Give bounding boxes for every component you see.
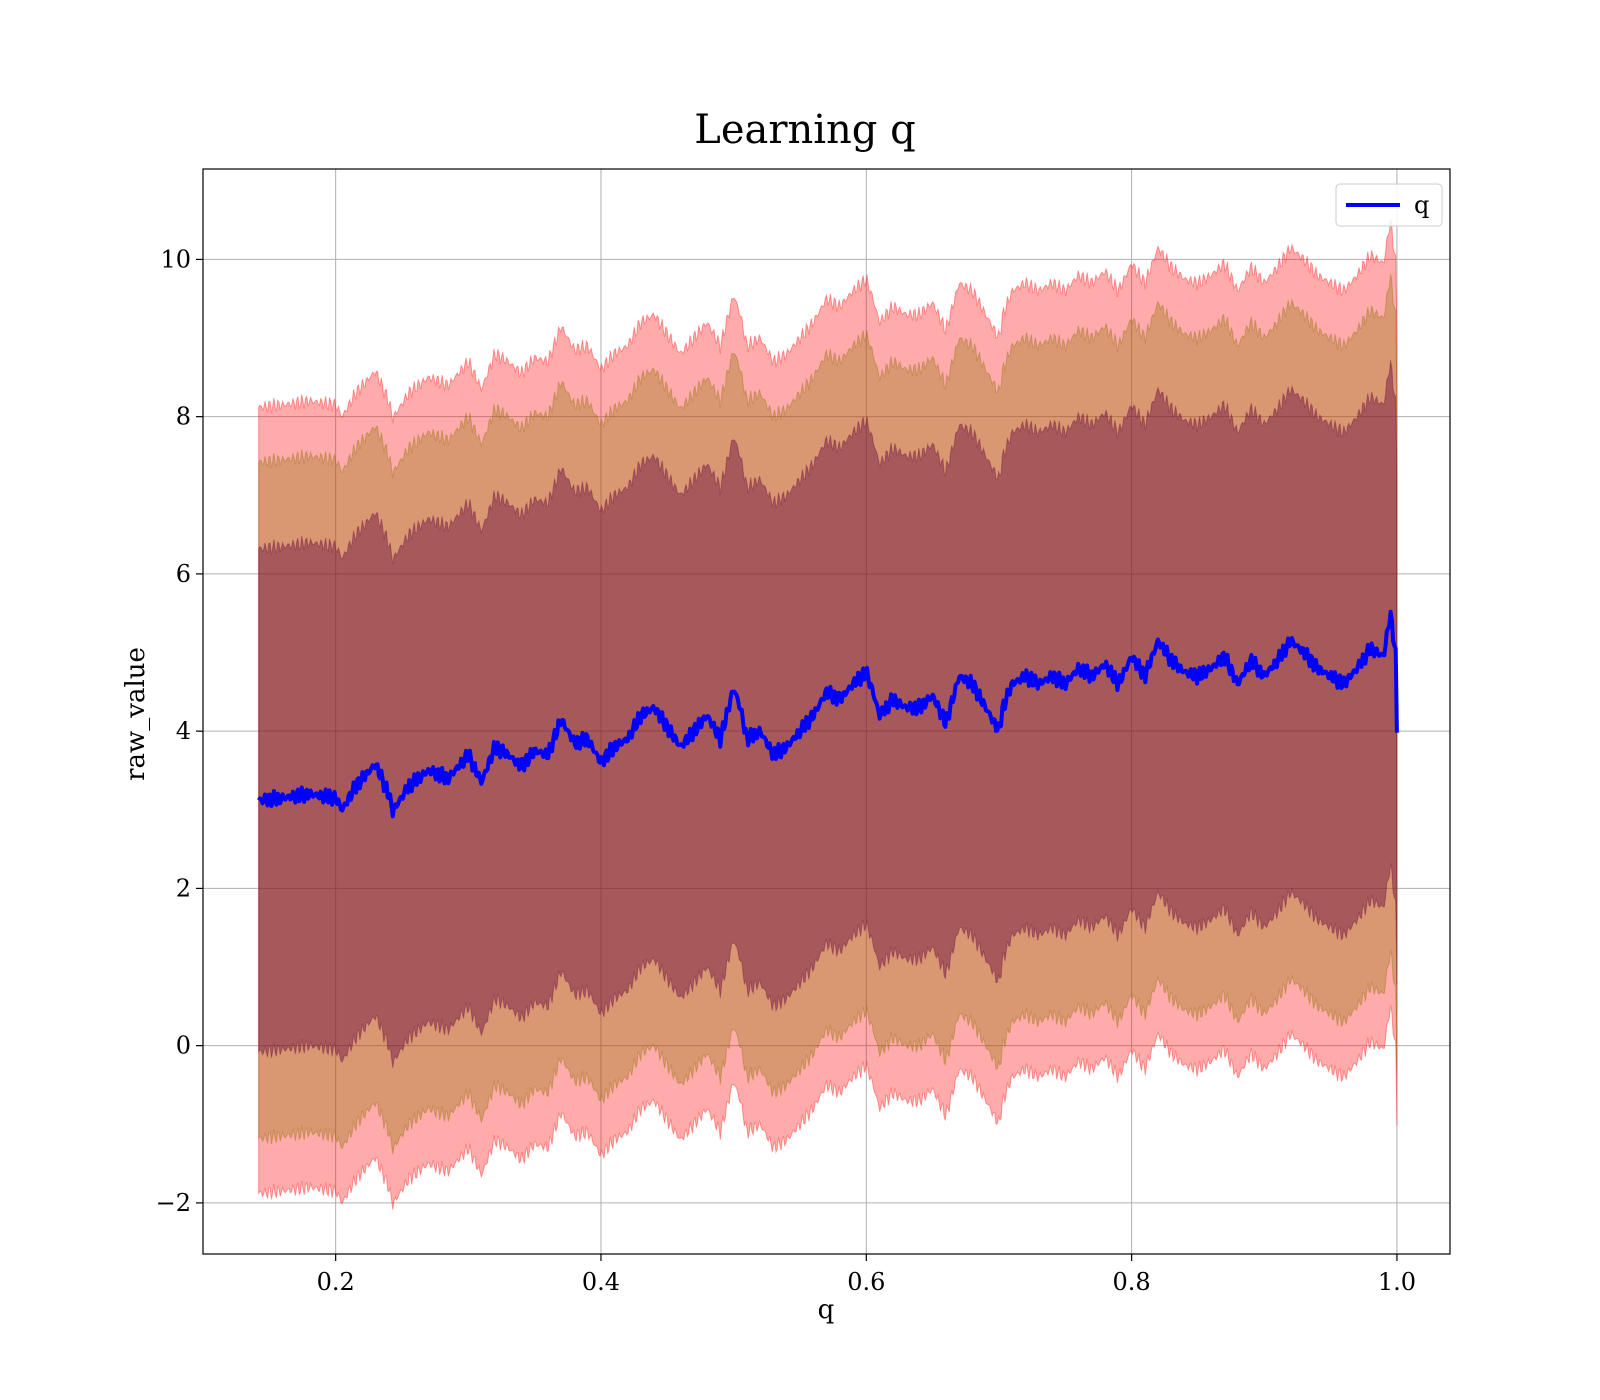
y-tick-label: 0	[176, 1032, 191, 1060]
x-tick-label: 0.8	[1113, 1268, 1151, 1296]
legend-label-q: q	[1414, 191, 1429, 219]
y-tick-label: 10	[160, 245, 191, 273]
x-tick-label: 0.4	[582, 1268, 620, 1296]
confidence-band-2	[258, 273, 1398, 1155]
confidence-band-1	[258, 218, 1398, 1210]
y-tick-label: 4	[176, 717, 191, 745]
y-tick-label: 2	[176, 874, 191, 902]
x-tick-label: 0.2	[317, 1268, 355, 1296]
confidence-band-3	[258, 360, 1398, 1068]
x-tick-label: 0.6	[847, 1268, 885, 1296]
y-tick-label: −2	[156, 1189, 191, 1217]
y-tick-label: 6	[176, 560, 191, 588]
x-tick-label: 1.0	[1378, 1268, 1416, 1296]
y-tick-label: 8	[176, 403, 191, 431]
chart-title: Learning q	[694, 107, 915, 153]
x-axis-label: q	[818, 1295, 835, 1325]
series-line-q	[257, 609, 1399, 819]
y-axis-label: raw_value	[121, 647, 151, 781]
plot-frame	[202, 168, 1451, 1255]
